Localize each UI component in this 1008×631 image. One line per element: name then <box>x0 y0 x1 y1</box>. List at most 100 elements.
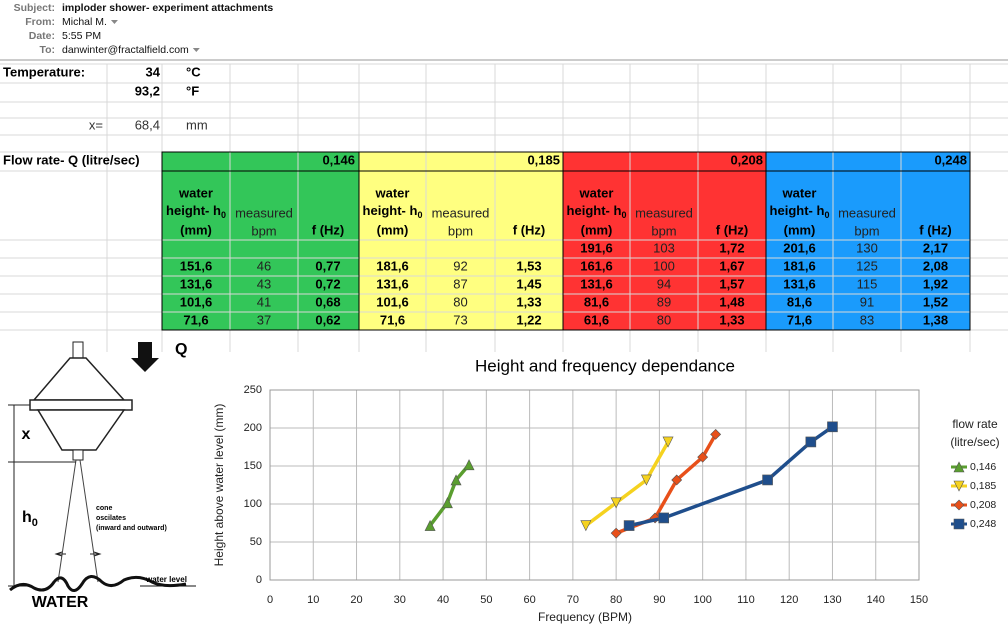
header-height: (mm) <box>784 222 816 237</box>
header-bpm: measured <box>838 205 896 220</box>
header-bpm: measured <box>635 205 693 220</box>
cell-height: 101,6 <box>180 294 213 309</box>
cell-freq: 0,68 <box>315 294 340 309</box>
header-freq: f (Hz) <box>312 222 345 237</box>
marker <box>710 428 722 440</box>
header-text: height- h <box>166 203 221 218</box>
band <box>29 399 133 411</box>
cell-bpm: 94 <box>657 276 671 291</box>
cell-bpm: 80 <box>453 294 467 309</box>
cell-freq: 1,33 <box>516 294 541 309</box>
flow-q-label: Q <box>175 341 187 358</box>
x-tick-label: 90 <box>653 594 665 606</box>
x-tick-label: 100 <box>693 594 711 606</box>
cell-height: 71,6 <box>183 312 208 327</box>
h-dimension-label: h0 <box>22 509 38 529</box>
x-tick-label: 120 <box>780 594 798 606</box>
x-tick-label: 60 <box>523 594 535 606</box>
x-value: 68,4 <box>135 117 160 132</box>
unit-c: °C <box>186 64 201 79</box>
header-height: height- h0 <box>770 203 830 220</box>
cell-height: 131,6 <box>376 276 409 291</box>
cell-bpm: 92 <box>453 258 467 273</box>
cell-freq: 1,52 <box>923 294 948 309</box>
header-bpm: bpm <box>651 223 676 238</box>
x-tick-label: 50 <box>480 594 492 606</box>
marker <box>953 480 965 492</box>
cell-bpm: 43 <box>257 276 271 291</box>
x-tick-label: 150 <box>910 594 928 606</box>
cell-bpm: 37 <box>257 312 271 327</box>
header-height: (mm) <box>180 222 212 237</box>
header-bpm: bpm <box>854 223 879 238</box>
cell-freq: 1,53 <box>516 258 541 273</box>
header-label: From: <box>25 16 55 28</box>
marker <box>463 459 475 471</box>
cell-height: 181,6 <box>376 258 409 273</box>
x-tick-label: 80 <box>610 594 622 606</box>
header-text: height- h <box>363 203 418 218</box>
water-level-label: water level <box>145 575 187 584</box>
marker <box>953 461 965 473</box>
marker <box>623 520 635 531</box>
cell-height: 131,6 <box>580 276 613 291</box>
shower-diagram <box>8 341 196 592</box>
marker <box>658 512 670 524</box>
cell-freq: 1,92 <box>923 276 948 291</box>
stream-line <box>57 459 77 583</box>
plot-frame <box>269 389 920 581</box>
marker <box>610 527 622 539</box>
x-tick-label: 140 <box>867 594 885 606</box>
y-tick-label: 100 <box>244 498 262 510</box>
legend-label: 0,185 <box>970 480 996 492</box>
cell-height: 81,6 <box>584 294 609 309</box>
header-height: height- h0 <box>567 203 627 220</box>
marker <box>662 436 674 448</box>
cell-bpm: 89 <box>657 294 671 309</box>
cell-freq: 1,22 <box>516 312 541 327</box>
x-dimension-label: x <box>22 426 31 443</box>
cell-freq: 0,77 <box>315 258 340 273</box>
x-tick-label: 30 <box>394 594 406 606</box>
cell-bpm: 83 <box>860 312 874 327</box>
cell-height: 181,6 <box>783 258 816 273</box>
marker <box>953 518 965 530</box>
marker <box>580 520 592 532</box>
x-tick-label: 0 <box>267 594 273 606</box>
temperature-label: Temperature: <box>3 64 85 79</box>
flow-value: 0,185 <box>527 152 560 167</box>
header-freq: f (Hz) <box>716 222 749 237</box>
chart-title: Height and frequency dependance <box>475 356 735 375</box>
group-fill <box>359 152 563 330</box>
cell-height: 191,6 <box>580 240 613 255</box>
cone-note: cone <box>96 505 112 512</box>
cell-bpm: 46 <box>257 258 271 273</box>
marker <box>441 497 453 509</box>
marker <box>697 451 709 463</box>
cell-freq: 1,67 <box>719 258 744 273</box>
cell-height: 201,6 <box>783 240 816 255</box>
legend-label: 0,146 <box>970 461 996 473</box>
group-border <box>765 151 971 331</box>
cell-freq: 1,45 <box>516 276 541 291</box>
water-label: WATER <box>32 594 89 611</box>
flow-rate-label: Flow rate- Q (litre/sec) <box>3 152 140 167</box>
group-fill <box>563 152 766 330</box>
cell-freq: 0,72 <box>315 276 340 291</box>
x-unit: mm <box>186 117 208 132</box>
flow-value: 0,208 <box>730 152 763 167</box>
y-tick-label: 250 <box>244 384 262 396</box>
x-axis-label: Frequency (BPM) <box>538 610 632 624</box>
header-value: danwinter@fractalfield.com <box>62 44 189 56</box>
header-text: height- h <box>567 203 622 218</box>
cone-note: oscilates <box>96 515 126 522</box>
header-label: Subject: <box>14 2 55 14</box>
cell-freq: 1,38 <box>923 312 948 327</box>
cell-freq: 1,72 <box>719 240 744 255</box>
cell-bpm: 73 <box>453 312 467 327</box>
x-tick-label: 10 <box>307 594 319 606</box>
cell-bpm: 87 <box>453 276 467 291</box>
x-tick-label: 110 <box>737 594 755 606</box>
